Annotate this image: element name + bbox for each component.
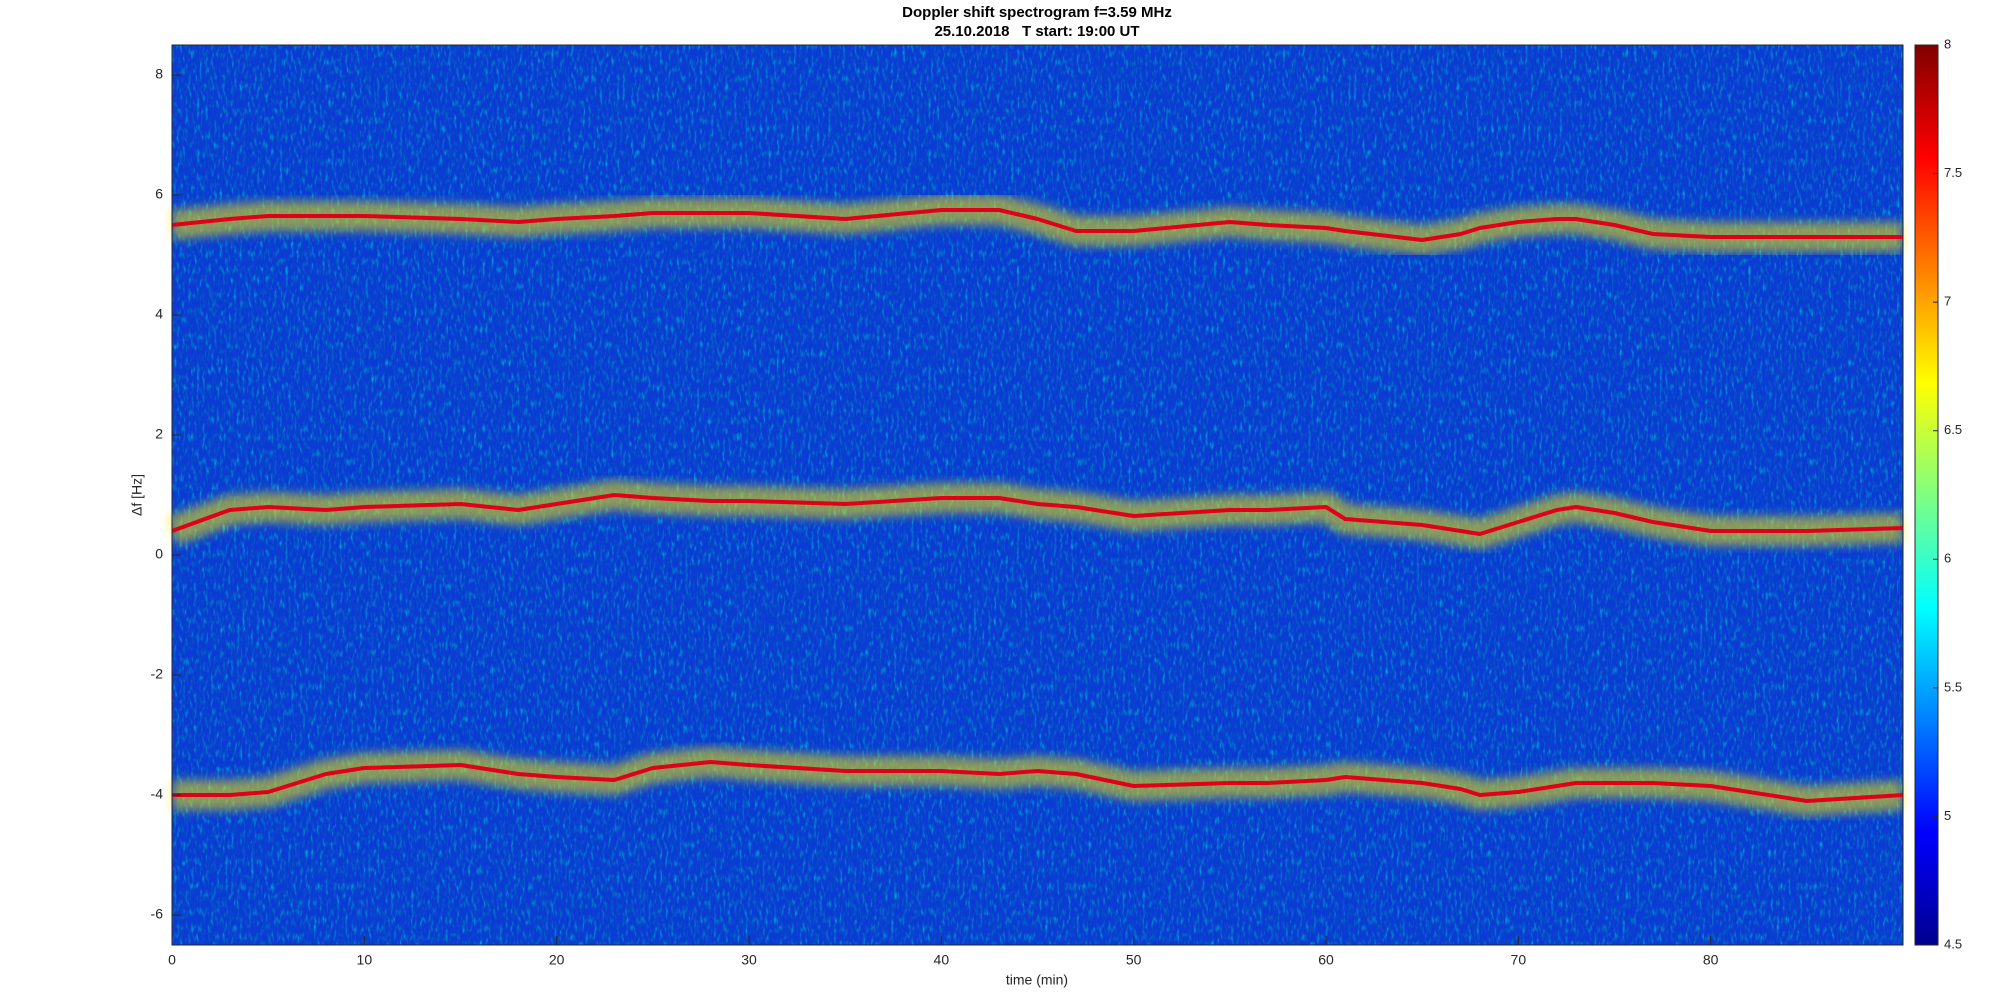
x-tick-label: 20 xyxy=(549,952,565,968)
chart-subtitle: 25.10.2018 T start: 19:00 UT xyxy=(934,23,1139,40)
y-axis-label: Δf [Hz] xyxy=(129,474,145,516)
colorbar-tick-label: 6 xyxy=(1944,551,1951,566)
colorbar-tick-label: 7 xyxy=(1944,294,1951,309)
x-tick-label: 80 xyxy=(1703,952,1719,968)
x-tick-label: 30 xyxy=(741,952,757,968)
y-tick-label: -2 xyxy=(151,666,164,682)
colorbar-tick-label: 7.5 xyxy=(1944,165,1962,180)
x-tick-label: 10 xyxy=(357,952,373,968)
colorbar-tick-label: 8 xyxy=(1944,36,1951,51)
x-tick-label: 70 xyxy=(1511,952,1527,968)
x-axis-label: time (min) xyxy=(1006,972,1068,988)
x-tick-label: 0 xyxy=(168,952,176,968)
chart-title: Doppler shift spectrogram f=3.59 MHz xyxy=(902,4,1172,21)
colorbar-tick-label: 5.5 xyxy=(1944,679,1962,694)
plot-frame xyxy=(171,44,1904,946)
y-tick-label: -6 xyxy=(151,906,164,922)
y-tick-label: -4 xyxy=(151,786,164,802)
ridge-line xyxy=(171,208,1903,242)
x-tick-label: 60 xyxy=(1318,952,1334,968)
y-tick-label: 6 xyxy=(155,186,163,202)
y-tick-label: 8 xyxy=(155,66,163,82)
colorbar xyxy=(1914,44,1939,946)
x-tick-label: 50 xyxy=(1126,952,1142,968)
colorbar-tick-label: 5 xyxy=(1944,808,1951,823)
ridge-line xyxy=(171,493,1904,536)
y-tick-label: 2 xyxy=(155,426,163,442)
ridge-line xyxy=(172,760,1904,803)
colorbar-tick-label: 6.5 xyxy=(1944,422,1962,437)
y-tick-label: 4 xyxy=(155,306,163,322)
colorbar-tick-label: 4.5 xyxy=(1944,936,1962,951)
y-tick-label: 0 xyxy=(155,546,163,562)
x-tick-label: 40 xyxy=(934,952,950,968)
